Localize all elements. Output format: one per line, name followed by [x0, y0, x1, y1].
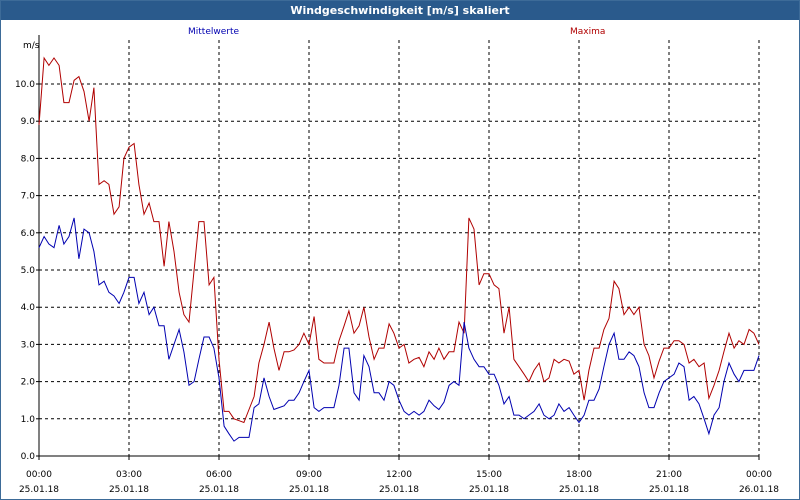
- x-tick-time: 09:00: [296, 470, 322, 480]
- y-tick-label: 1.0: [21, 415, 36, 425]
- y-tick-label: 3.0: [21, 340, 36, 350]
- y-tick-label: 4.0: [21, 303, 36, 313]
- x-tick-date: 25.01.18: [379, 485, 419, 495]
- x-tick-date: 25.01.18: [19, 485, 59, 495]
- axes: [36, 35, 760, 460]
- x-tick-time: 00:00: [26, 470, 52, 480]
- x-tick-time: 18:00: [566, 470, 592, 480]
- y-tick-label: 6.0: [21, 229, 36, 239]
- y-tick-label: 5.0: [21, 266, 36, 276]
- x-tick-date: 25.01.18: [559, 485, 599, 495]
- window-title: Windgeschwindigkeit [m/s] skaliert: [1, 1, 799, 20]
- x-tick-labels: 00:00 25.01.18 03:00 25.01.18 06:00 25.01.18 0…: [19, 470, 779, 495]
- y-tick-labels: 0.0 1.0 2.0 3.0 4.0 5.0 6.0 7.0 8.0 9.0 10.0: [15, 80, 35, 462]
- grid: [39, 40, 760, 456]
- x-tick-date: 25.01.18: [469, 485, 509, 495]
- y-tick-label: 2.0: [21, 378, 36, 388]
- y-tick-label: 0.0: [21, 452, 36, 462]
- series-lines: [38, 56, 760, 442]
- x-tick-time: 00:00: [746, 470, 772, 480]
- series-line-mittelwerte: [38, 217, 760, 442]
- legend-mittelwerte: Mittelwerte: [188, 27, 239, 37]
- y-tick-label: 7.0: [21, 192, 36, 202]
- y-tick-label: 9.0: [21, 117, 36, 127]
- series-line-maxima: [38, 56, 760, 424]
- x-tick-time: 15:00: [476, 470, 502, 480]
- y-tick-label: 10.0: [15, 80, 35, 90]
- y-tick-label: 8.0: [21, 154, 36, 164]
- x-tick-date: 25.01.18: [109, 485, 149, 495]
- x-tick-date: 26.01.18: [739, 485, 779, 495]
- y-axis-unit-label: m/s: [23, 41, 40, 51]
- x-tick-date: 25.01.18: [289, 485, 329, 495]
- x-tick-time: 21:00: [656, 470, 682, 480]
- legend-maxima: Maxima: [570, 27, 605, 37]
- x-tick-time: 06:00: [206, 470, 232, 480]
- x-tick-time: 12:00: [386, 470, 412, 480]
- x-tick-date: 25.01.18: [649, 485, 689, 495]
- x-tick-date: 25.01.18: [199, 485, 239, 495]
- x-tick-time: 03:00: [116, 470, 142, 480]
